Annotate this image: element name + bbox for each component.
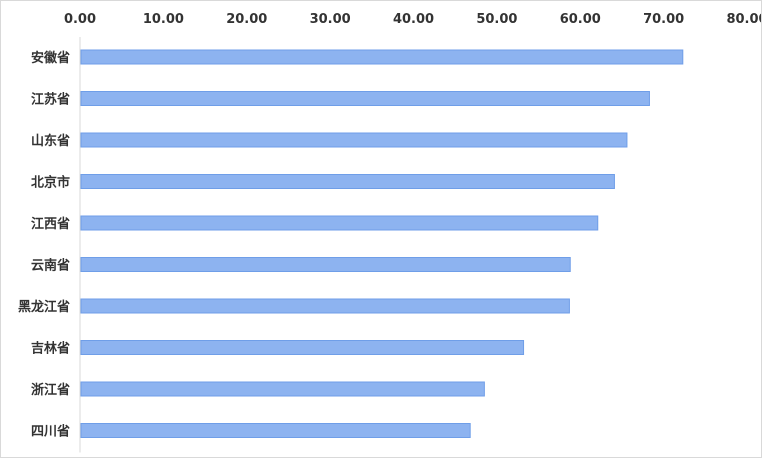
- x-tick-label: 0.00: [64, 12, 96, 27]
- bar: [80, 49, 684, 65]
- bar: [80, 257, 571, 272]
- bar: [80, 215, 599, 231]
- x-tick-label: 30.00: [310, 12, 351, 27]
- x-tick-label: 20.00: [226, 12, 267, 27]
- category-label: 云南省: [31, 258, 70, 274]
- bar: [80, 132, 628, 148]
- x-tick-label: 40.00: [393, 12, 434, 27]
- bar: [80, 381, 485, 397]
- bar: [80, 423, 471, 438]
- bars-group: [80, 49, 684, 438]
- category-label: 北京市: [31, 175, 70, 191]
- x-tick-label: 10.00: [143, 12, 184, 27]
- category-label: 吉林省: [31, 341, 70, 357]
- category-label: 江苏省: [31, 92, 70, 108]
- bar: [80, 174, 615, 189]
- category-label: 安徽省: [31, 50, 70, 66]
- x-axis-ticks: 0.00 10.00 20.00 30.00 40.00 50.00 60.00 70.00 8…: [64, 12, 761, 27]
- x-tick-label: 70.00: [643, 12, 684, 27]
- x-tick-label: 80.00: [726, 12, 761, 27]
- bar: [80, 340, 525, 355]
- x-tick-label: 60.00: [560, 12, 601, 27]
- bar: [80, 91, 650, 106]
- category-label: 江西省: [31, 216, 70, 232]
- category-label: 四川省: [31, 424, 70, 440]
- category-label: 黑龙江省: [18, 299, 70, 315]
- category-label: 山东省: [31, 133, 70, 149]
- x-tick-label: 50.00: [476, 12, 517, 27]
- category-label: 浙江省: [31, 382, 70, 398]
- bar: [80, 298, 570, 314]
